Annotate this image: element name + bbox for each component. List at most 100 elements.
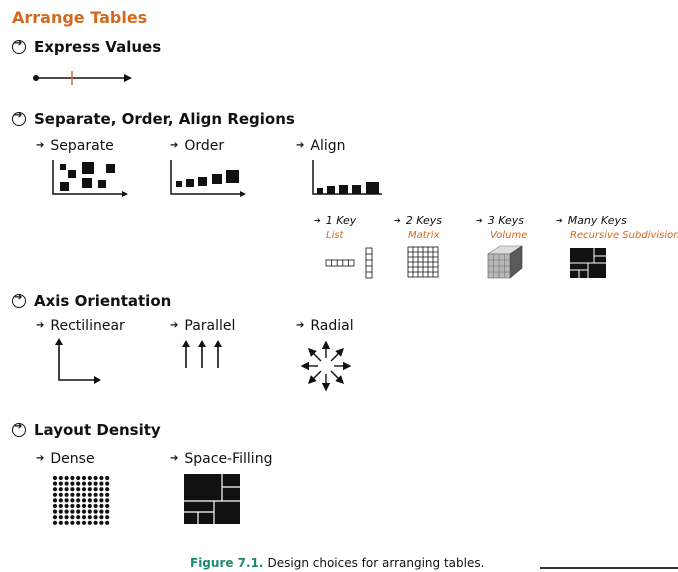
page-title: Arrange Tables [12,8,148,27]
item-space-filling: ➔ Space-Filling [170,451,273,467]
dense-dot [58,503,63,509]
dense-dot [76,520,81,525]
caption-text: Design choices for arranging tables. [267,556,485,570]
key-3-sub: Volume [490,230,528,241]
dense-dot [87,503,92,509]
arrow-icon: ➔ [170,320,179,331]
key-1: ➔ 1 Key [314,214,357,227]
rectilinear-glyph [55,338,101,384]
item-dense: ➔ Dense [36,451,95,467]
section-axis-orientation: Axis Orientation [12,292,171,310]
dense-dot [81,487,87,492]
key-many-sub: Recursive Subdivision [570,230,678,241]
arrow-icon: ➔ [170,140,179,151]
dense-dot [52,498,58,503]
dense-dot [70,503,75,509]
dense-dot [58,509,63,514]
arrow-icon: ➔ [296,320,305,331]
section-label: Express Values [34,38,162,56]
dense-dot [93,498,98,503]
section-label: Separate, Order, Align Regions [34,110,295,128]
item-align: ➔ Align [296,138,346,154]
dense-dot [52,515,58,520]
dense-dot [87,475,92,481]
dense-dot [93,509,98,514]
dense-dot [58,492,63,497]
section-label: Axis Orientation [34,292,172,310]
dense-dot [58,515,63,520]
dense-dot [52,492,58,497]
dense-dot [87,498,92,503]
dense-dot [105,509,110,514]
dense-dot [52,520,58,525]
dense-glyph [52,475,110,525]
dense-dot [81,492,87,497]
recursive-subdivision-glyph [570,248,606,278]
dense-dot [58,498,63,503]
dense-dot [87,487,92,492]
dense-dot [105,498,110,503]
radial-glyph [300,340,352,392]
dense-dot [70,492,75,497]
dense-dot [52,487,58,492]
matrix-glyph [407,246,439,278]
dense-dot [70,520,75,525]
dense-dot [87,520,92,525]
dense-dot [70,509,75,514]
dense-dot [105,515,110,520]
key-3: ➔ 3 Keys [476,214,525,227]
circle-arrow-icon [12,421,26,437]
section-express-values: Express Values [12,38,161,56]
divider-line [540,567,678,569]
dense-dot [99,515,104,520]
dense-dot [70,487,75,492]
dense-dot [76,481,81,486]
arrow-icon: ➔ [476,216,483,225]
dense-dot [105,475,110,481]
list-glyph [325,247,373,279]
dense-dot [93,475,98,481]
dense-dot [76,492,81,497]
dense-dot [105,503,110,509]
circle-arrow-icon [12,38,26,54]
dense-dot [93,515,98,520]
dense-dot [70,515,75,520]
dense-dot [64,481,69,486]
dense-dot [58,487,63,492]
section-layout-density: Layout Density [12,421,161,439]
dense-dot [81,481,87,486]
dense-dot [99,520,104,525]
dense-dot [99,487,104,492]
dense-dot [52,503,58,509]
dense-dot [76,509,81,514]
parallel-glyph [182,340,222,368]
arrow-icon: ➔ [36,140,45,151]
dense-dot [93,520,98,525]
dense-dot [76,487,81,492]
dense-dot [99,475,104,481]
dense-dot [64,492,69,497]
figure-number: Figure 7.1. [190,556,264,570]
dense-dot [64,487,69,492]
dense-dot [64,475,69,481]
space-filling-glyph [184,474,240,524]
dense-dot [52,475,58,481]
item-rectilinear: ➔ Rectilinear [36,318,125,334]
dense-dot [76,498,81,503]
arrow-icon: ➔ [314,216,321,225]
circle-arrow-icon [12,110,26,126]
dense-dot [87,515,92,520]
arrow-icon: ➔ [394,216,401,225]
section-separate-order-align: Separate, Order, Align Regions [12,110,295,128]
dense-dot [70,475,75,481]
dense-dot [99,509,104,514]
dense-dot [99,503,104,509]
dense-dot [93,503,98,509]
circle-arrow-icon [12,292,26,308]
section-label: Layout Density [34,421,161,439]
dense-dot [93,492,98,497]
key-2-sub: Matrix [408,230,440,241]
arrow-icon: ➔ [556,216,563,225]
item-separate: ➔ Separate [36,138,114,154]
dense-dot [64,498,69,503]
